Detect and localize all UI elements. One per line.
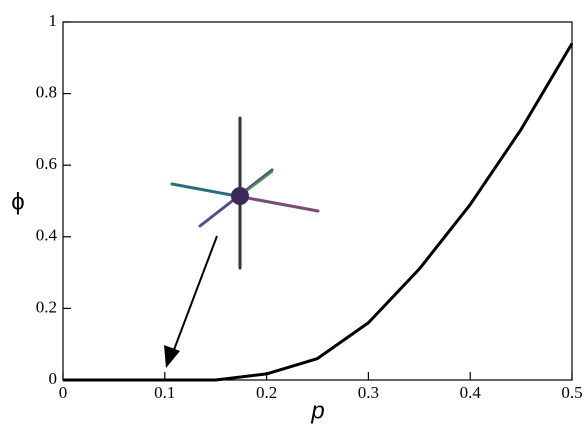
x-tick-label: 0.3	[358, 383, 379, 402]
arrow	[164, 235, 218, 368]
x-tick-label: 0.2	[256, 383, 277, 402]
y-tick-label: 1	[49, 11, 58, 30]
x-tick-label: 0	[59, 383, 68, 402]
y-tick-label: 0.2	[36, 297, 57, 316]
x-tick-label: 0.4	[460, 383, 482, 402]
inset-star	[170, 116, 320, 270]
y-tick-label: 0.8	[36, 83, 57, 102]
x-tick-label: 0.1	[154, 383, 175, 402]
y-tick-label: 0.4	[36, 226, 58, 245]
data-line	[63, 42, 574, 382]
x-axis-label: p	[310, 397, 324, 424]
x-tick-label: 0.5	[561, 383, 582, 402]
y-tick-label: 0	[49, 369, 58, 388]
plot-frame	[62, 21, 573, 381]
y-tick-label: 0.6	[36, 154, 57, 173]
y-axis-label: ϕ	[11, 188, 24, 215]
